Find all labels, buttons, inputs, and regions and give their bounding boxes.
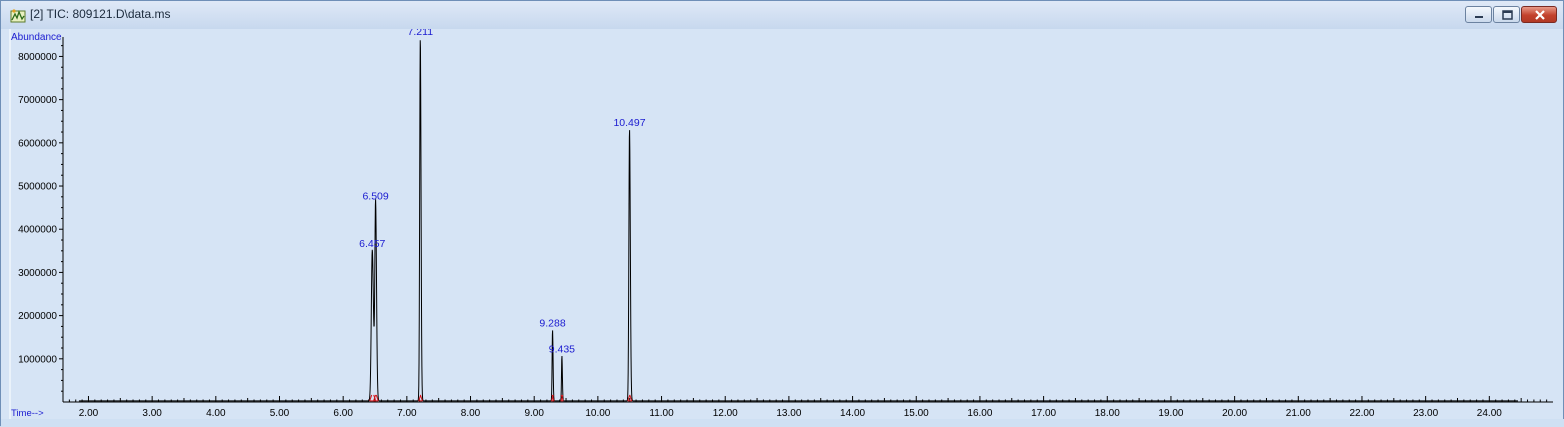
close-button[interactable] (1521, 6, 1557, 23)
chromatogram-plot[interactable]: Abundance Time--> 1000000 2000000 3000000 4… (1, 29, 1563, 421)
x-tick-label: 20.00 (1222, 408, 1247, 419)
x-tick-label: 2.00 (79, 408, 99, 419)
x-tick-label: 22.00 (1349, 408, 1374, 419)
x-tick-label: 10.00 (585, 408, 610, 419)
integration-marker (550, 394, 555, 402)
y-ticks: 1000000 2000000 3000000 4000000 5000000 60000… (18, 45, 63, 392)
maximize-button[interactable] (1493, 6, 1520, 23)
y-tick-label: 8000000 (18, 52, 57, 63)
integration-marker (560, 394, 564, 402)
x-tick-label: 17.00 (1031, 408, 1056, 419)
x-axis-label: Time--> (11, 408, 44, 419)
x-tick-label: 3.00 (142, 408, 162, 419)
integration-markers (369, 394, 633, 402)
peak-label: 7.211 (408, 29, 434, 38)
minimize-icon (1475, 16, 1483, 18)
x-tick-label: 14.00 (840, 408, 865, 419)
maximize-icon (1502, 10, 1513, 20)
x-tick-label: 9.00 (524, 408, 544, 419)
title-bar[interactable]: [2] TIC: 809121.D\data.ms (1, 1, 1563, 30)
y-tick-label: 5000000 (18, 182, 57, 193)
peak-label: 6.509 (362, 190, 388, 202)
chromatogram-app-icon (10, 9, 26, 23)
tic-trace (78, 40, 1518, 402)
x-tick-label: 21.00 (1286, 408, 1311, 419)
tic-line (78, 40, 1518, 402)
x-tick-label: 16.00 (967, 408, 992, 419)
window-title: [2] TIC: 809121.D\data.ms (30, 7, 171, 21)
x-tick-label: 6.00 (333, 408, 353, 419)
peak-label: 9.288 (539, 318, 565, 330)
x-tick-label: 11.00 (649, 408, 674, 419)
peak-label: 9.435 (549, 344, 575, 356)
x-tick-label: 18.00 (1095, 408, 1120, 419)
y-tick-label: 1000000 (18, 354, 57, 365)
x-tick-label: 5.00 (270, 408, 290, 419)
y-tick-label: 6000000 (18, 138, 57, 149)
y-axis-label: Abundance (11, 32, 62, 43)
peak-label: 6.457 (359, 238, 385, 250)
plot-background (1, 29, 1563, 421)
close-icon (1535, 10, 1545, 20)
x-tick-label: 12.00 (713, 408, 738, 419)
window-bottom-edge (1, 419, 1564, 427)
x-tick-label: 19.00 (1158, 408, 1183, 419)
x-tick-label: 15.00 (904, 408, 929, 419)
x-tick-label: 4.00 (206, 408, 226, 419)
y-tick-label: 7000000 (18, 95, 57, 106)
x-tick-label: 13.00 (776, 408, 801, 419)
integration-marker (418, 394, 423, 402)
y-tick-label: 2000000 (18, 311, 57, 322)
x-tick-label: 8.00 (461, 408, 481, 419)
y-tick-label: 4000000 (18, 225, 57, 236)
peak-label: 10.497 (613, 117, 645, 129)
x-tick-label: 7.00 (397, 408, 417, 419)
minimize-button[interactable] (1465, 6, 1492, 23)
x-tick-label: 23.00 (1413, 408, 1438, 419)
y-tick-label: 3000000 (18, 268, 57, 279)
x-tick-label: 24.00 (1477, 408, 1502, 419)
peak-labels: 6.457 6.509 7.211 9.288 9.435 10.497 (359, 29, 646, 356)
integration-marker (373, 394, 379, 402)
integration-marker (627, 394, 633, 402)
